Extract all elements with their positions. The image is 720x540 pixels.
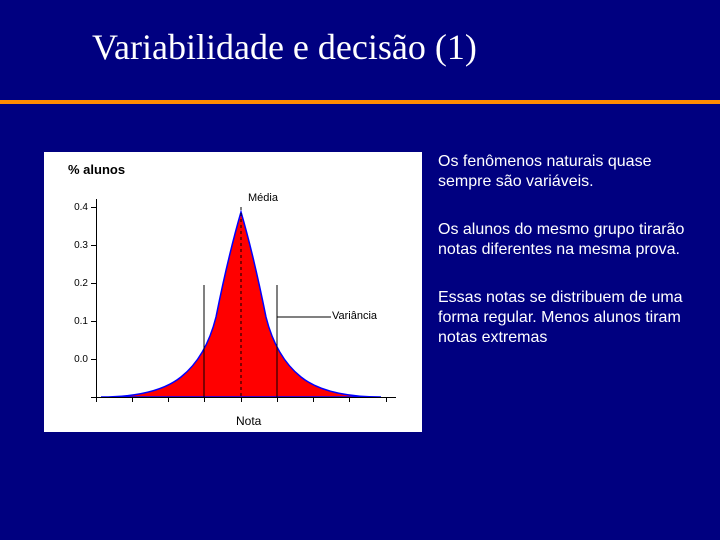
y-tick-3: 0.1 bbox=[58, 316, 88, 327]
bell-curve-svg bbox=[96, 207, 386, 397]
x-tick-mark bbox=[96, 397, 97, 402]
x-axis-label: Nota bbox=[236, 414, 261, 428]
text-column: Os fenômenos naturais quase sempre são v… bbox=[438, 152, 686, 376]
y-tick-2: 0.2 bbox=[58, 278, 88, 289]
paragraph-3: Essas notas se distribuem de uma forma r… bbox=[438, 288, 686, 348]
y-tick-4: 0.0 bbox=[58, 354, 88, 365]
x-tick-mark bbox=[313, 397, 314, 402]
slide-title: Variabilidade e decisão (1) bbox=[92, 26, 477, 68]
divider-line bbox=[0, 100, 720, 104]
x-tick-mark bbox=[204, 397, 205, 402]
x-tick-mark bbox=[349, 397, 350, 402]
paragraph-1: Os fenômenos naturais quase sempre são v… bbox=[438, 152, 686, 192]
y-axis-label: % alunos bbox=[68, 162, 125, 177]
x-tick-mark bbox=[241, 397, 242, 402]
y-tick-1: 0.3 bbox=[58, 240, 88, 251]
x-tick-mark bbox=[277, 397, 278, 402]
x-tick-mark bbox=[386, 397, 387, 402]
mean-label: Média bbox=[248, 192, 278, 204]
chart-container: % alunos Média Variância Nota 0.4 0.3 0.… bbox=[44, 152, 422, 432]
x-tick-mark bbox=[132, 397, 133, 402]
paragraph-2: Os alunos do mesmo grupo tirarão notas d… bbox=[438, 220, 686, 260]
x-tick-mark bbox=[168, 397, 169, 402]
y-tick-0: 0.4 bbox=[58, 202, 88, 213]
x-axis bbox=[96, 397, 396, 398]
plot-area bbox=[96, 207, 386, 397]
